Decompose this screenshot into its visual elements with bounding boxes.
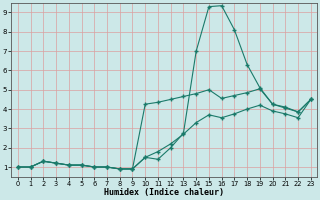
X-axis label: Humidex (Indice chaleur): Humidex (Indice chaleur) — [104, 188, 224, 197]
